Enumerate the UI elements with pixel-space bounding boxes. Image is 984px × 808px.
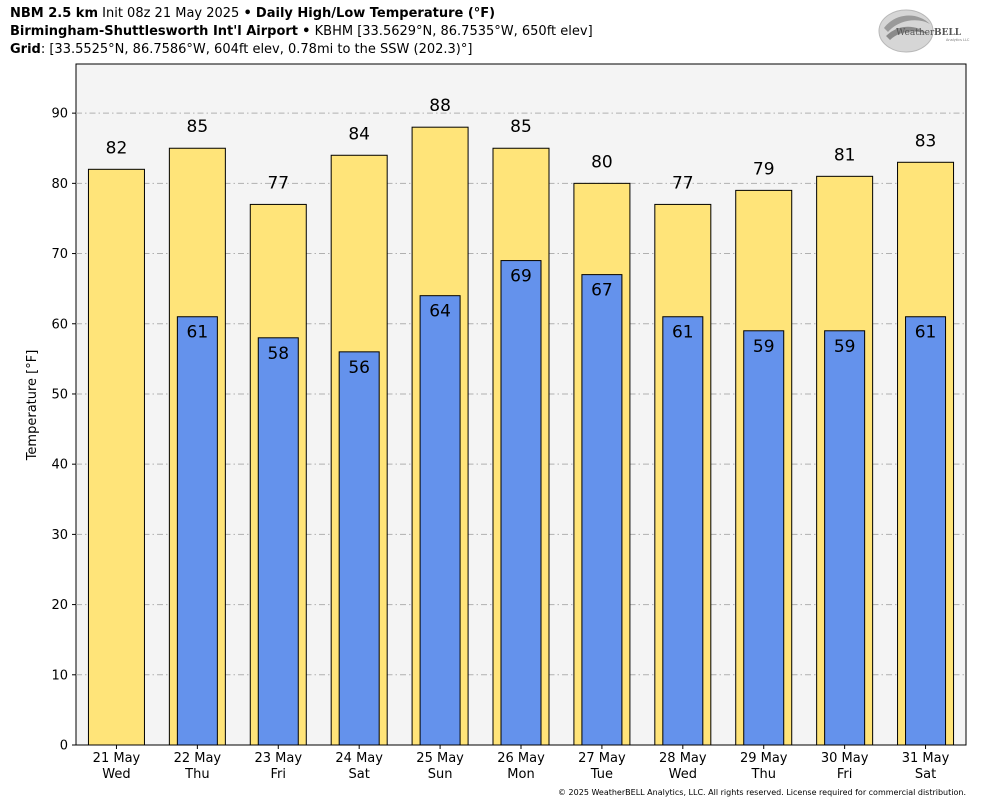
low-bar	[581, 274, 623, 746]
x-tick-date: 27 May	[578, 751, 626, 766]
low-bar	[338, 351, 380, 746]
x-tick-date: 23 May	[254, 751, 302, 766]
copyright-footer: © 2025 WeatherBELL Analytics, LLC. All r…	[558, 788, 966, 797]
low-value-label: 61	[187, 323, 209, 343]
y-tick-label: 40	[51, 458, 68, 473]
x-tick-date: 30 May	[821, 751, 869, 766]
weatherbell-logo: Weather BELL Analytics LLC	[878, 9, 970, 53]
high-value-label: 77	[672, 173, 694, 193]
x-tick-date: 25 May	[416, 751, 464, 766]
y-tick-label: 50	[51, 387, 68, 402]
low-bar	[824, 330, 866, 746]
high-value-label: 81	[834, 145, 856, 165]
low-value-label: 64	[429, 302, 451, 322]
low-bar	[257, 337, 299, 746]
low-bar	[743, 330, 785, 746]
station-bullet: •	[302, 24, 311, 39]
svg-text:Weather: Weather	[896, 28, 935, 38]
svg-text:BELL: BELL	[934, 28, 962, 38]
x-tick-date: 21 May	[93, 751, 141, 766]
y-tick-label: 90	[51, 107, 68, 122]
x-tick-date: 24 May	[335, 751, 383, 766]
y-axis-label: Temperature [°F]	[25, 350, 40, 462]
grid-line: Grid: [33.5525°N, 86.7586°W, 604ft elev,…	[10, 41, 472, 58]
product-title: Daily High/Low Temperature (°F)	[255, 6, 496, 21]
high-value-label: 85	[187, 117, 209, 137]
title-bullet: •	[243, 6, 252, 21]
x-tick-day: Sun	[428, 767, 453, 782]
x-tick-day: Thu	[751, 767, 776, 782]
high-value-label: 82	[106, 138, 128, 158]
station-line: Birmingham-Shuttlesworth Int'l Airport •…	[10, 23, 593, 40]
y-tick-label: 30	[51, 528, 68, 543]
low-value-label: 56	[348, 358, 370, 378]
y-tick-label: 80	[51, 177, 68, 192]
y-tick-label: 10	[51, 668, 68, 683]
init-time: Init 08z 21 May 2025	[102, 6, 240, 21]
x-tick-day: Wed	[102, 767, 130, 782]
x-tick-day: Fri	[271, 767, 287, 782]
station-name: Birmingham-Shuttlesworth Int'l Airport	[10, 24, 299, 39]
x-tick-date: 28 May	[659, 751, 707, 766]
low-bar	[905, 316, 947, 746]
x-tick-day: Wed	[669, 767, 697, 782]
svg-text:Analytics LLC: Analytics LLC	[946, 38, 970, 42]
x-tick-day: Sat	[915, 767, 936, 782]
high-value-label: 84	[348, 124, 370, 144]
low-value-label: 67	[591, 281, 613, 301]
x-tick-date: 29 May	[740, 751, 788, 766]
high-value-label: 88	[429, 96, 451, 116]
y-tick-label: 70	[51, 247, 68, 262]
high-value-label: 79	[753, 159, 775, 179]
x-tick-day: Mon	[507, 767, 534, 782]
low-bar	[500, 260, 542, 746]
low-bar	[419, 295, 461, 746]
y-tick-label: 0	[60, 739, 68, 754]
x-tick-day: Thu	[184, 767, 209, 782]
low-value-label: 59	[753, 337, 775, 357]
station-info: KBHM [33.5629°N, 86.7535°W, 650ft elev]	[314, 24, 593, 39]
model-name: NBM 2.5 km	[10, 6, 98, 21]
low-value-label: 69	[510, 267, 532, 287]
bars: 82 85 61 77 58 84 56 88 64 85 69 80 67 77 61 79 59 81 59 83…	[87, 96, 955, 746]
low-value-label: 59	[834, 337, 856, 357]
x-tick-day: Sat	[349, 767, 370, 782]
y-axis: 0 10 20 30 40 50 60 70 80 90	[51, 107, 76, 754]
high-value-label: 77	[267, 173, 289, 193]
x-tick-date: 31 May	[902, 751, 950, 766]
low-value-label: 61	[672, 323, 694, 343]
grid-label: Grid	[10, 42, 41, 57]
x-tick-date: 22 May	[174, 751, 222, 766]
title-line: NBM 2.5 km Init 08z 21 May 2025 • Daily …	[10, 5, 495, 22]
low-bar	[662, 316, 704, 746]
y-tick-label: 20	[51, 598, 68, 613]
low-value-label: 61	[915, 323, 937, 343]
high-value-label: 85	[510, 117, 532, 137]
x-tick-day: Tue	[590, 767, 613, 782]
low-bar	[176, 316, 218, 746]
low-value-label: 58	[267, 344, 289, 364]
x-tick-day: Fri	[837, 767, 853, 782]
high-value-label: 80	[591, 152, 613, 172]
grid-info: : [33.5525°N, 86.7586°W, 604ft elev, 0.7…	[40, 42, 473, 57]
high-value-label: 83	[915, 131, 937, 151]
high-bar	[87, 168, 145, 746]
x-tick-date: 26 May	[497, 751, 545, 766]
y-tick-label: 60	[51, 317, 68, 332]
